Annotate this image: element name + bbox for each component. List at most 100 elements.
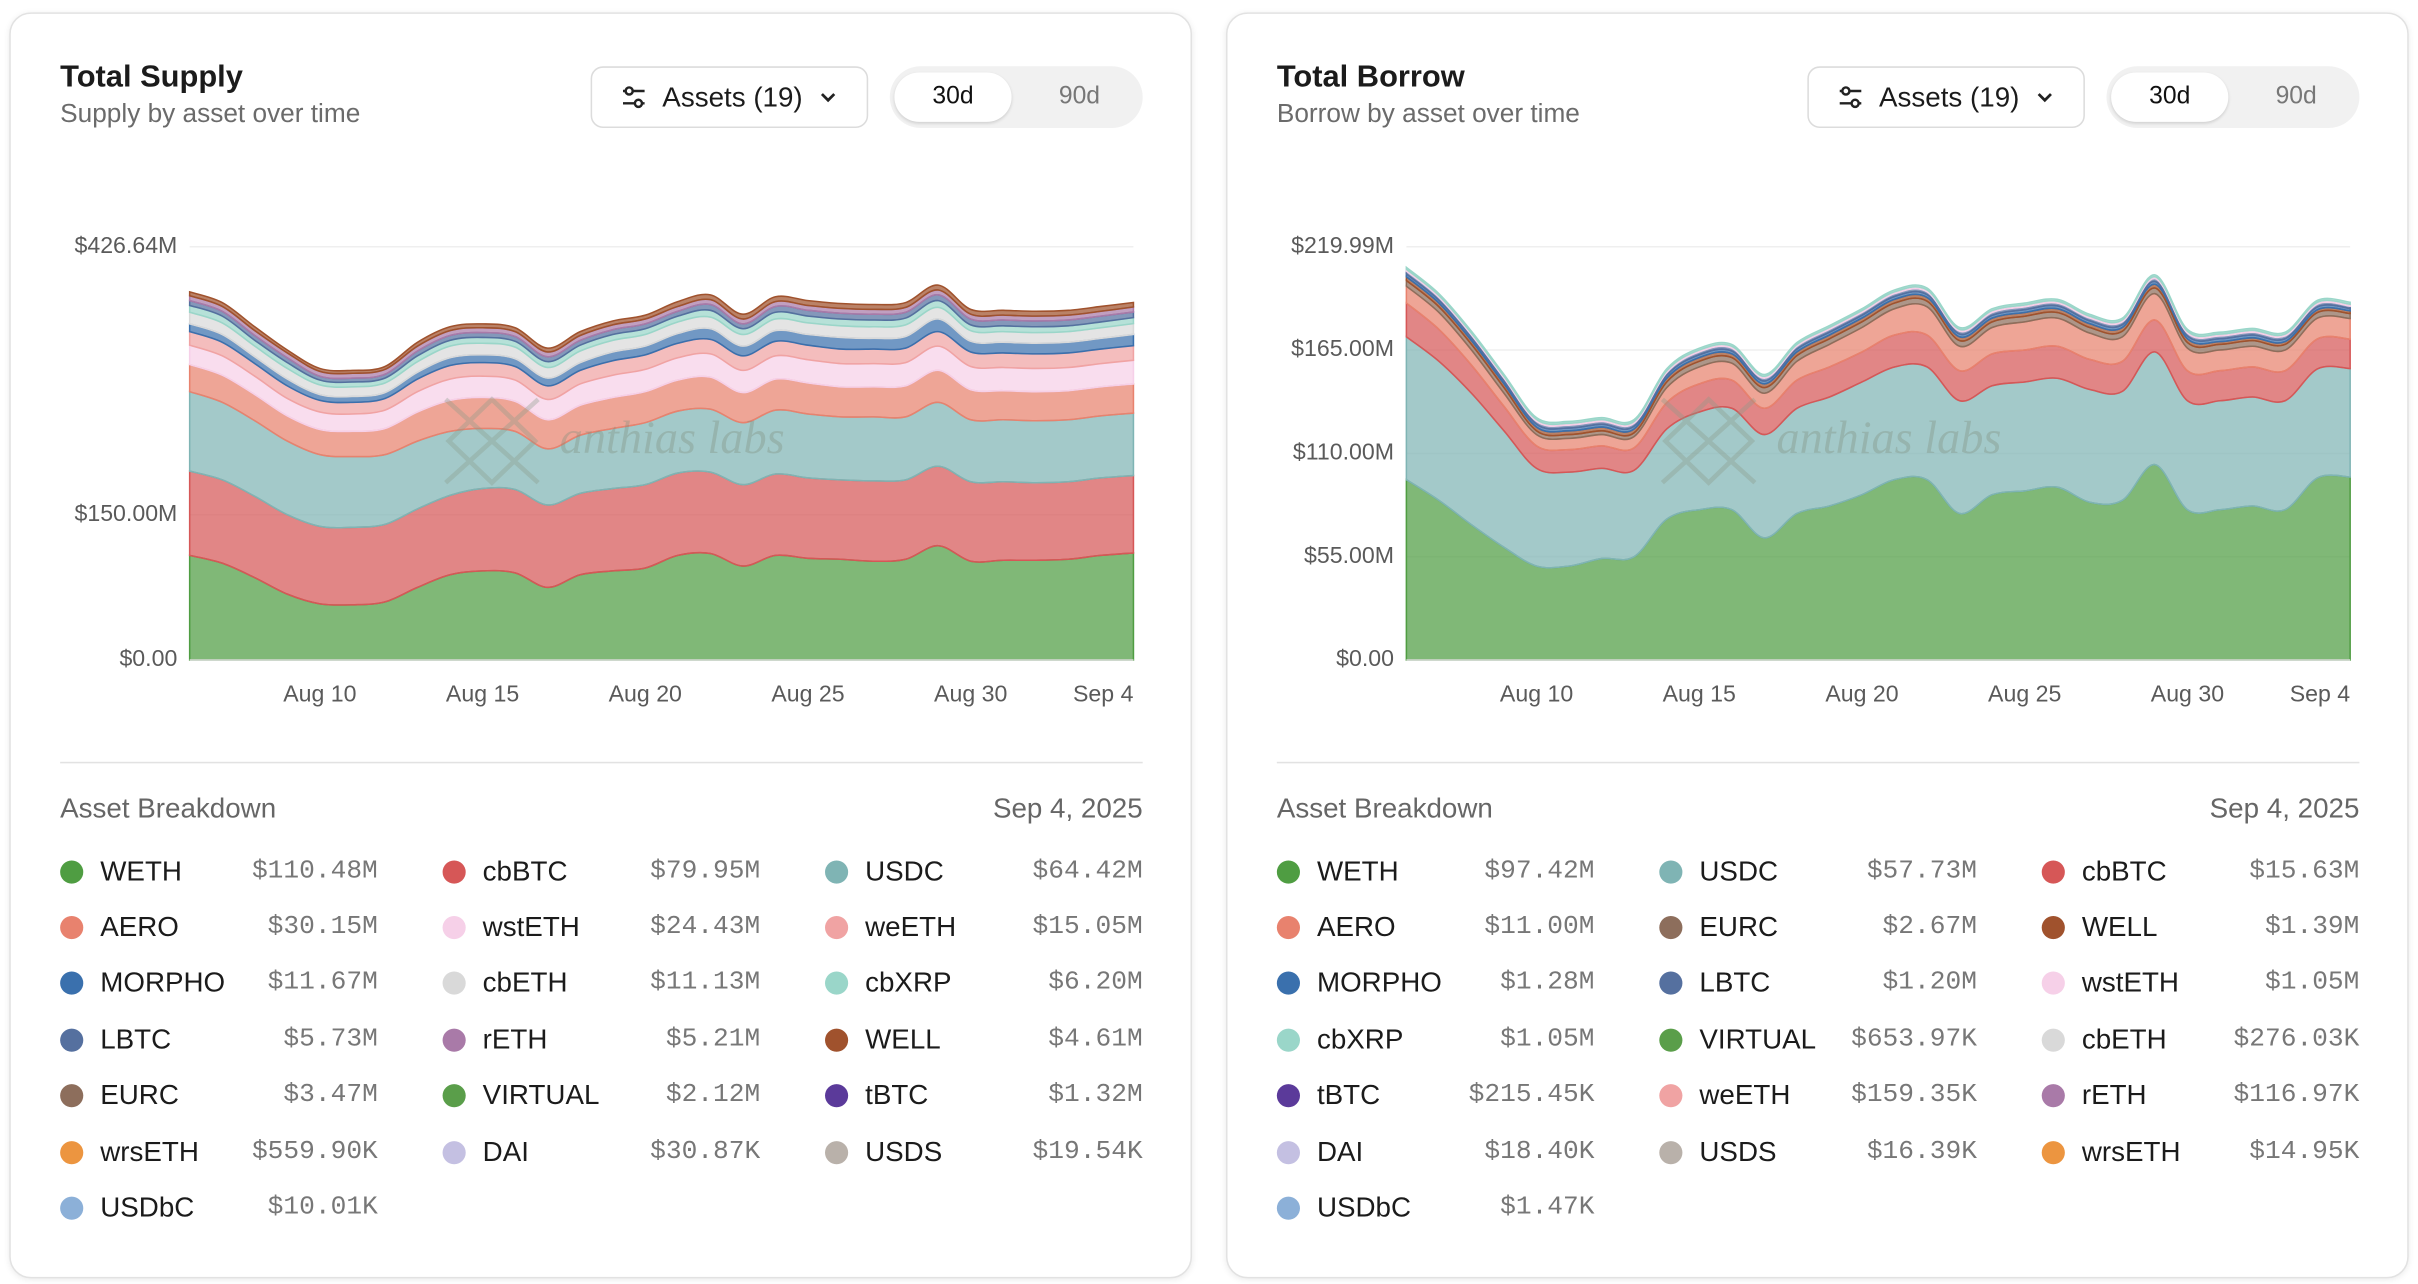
asset-dot — [1659, 1140, 1683, 1164]
x-tick-label: Aug 15 — [446, 681, 519, 707]
asset-name: VIRTUAL — [482, 1079, 600, 1111]
asset-name: rETH — [482, 1023, 548, 1055]
asset-dot — [825, 971, 849, 996]
x-tick-label: Aug 30 — [2151, 681, 2224, 707]
asset-value: $11.13M — [650, 968, 761, 999]
asset-row: EURC $3.47M — [60, 1077, 378, 1114]
asset-row: wrsETH $559.90K — [60, 1133, 378, 1170]
asset-dot — [442, 971, 466, 996]
asset-name: LBTC — [100, 1023, 172, 1055]
asset-name: USDS — [865, 1135, 943, 1167]
asset-row: wstETH $1.05M — [2041, 965, 2359, 1002]
y-tick-label: $0.00 — [1336, 645, 1394, 671]
chart: $0.00 $55.00M $110.00M $165.00M $219.99M Aug … — [1291, 232, 2351, 707]
watermark: anthias labs — [1660, 396, 2001, 486]
range-option[interactable]: 30d — [894, 72, 1012, 122]
asset-value: $559.90K — [251, 1137, 378, 1167]
card-title: Total Supply — [60, 60, 243, 95]
asset-row: MORPHO $1.28M — [1276, 965, 1595, 1002]
y-tick-label: $150.00M — [74, 500, 177, 526]
chevron — [2036, 93, 2052, 103]
asset-value: $5.21M — [665, 1025, 761, 1055]
asset-value: $30.15M — [267, 912, 378, 943]
asset-row: tBTC $215.45K — [1276, 1077, 1595, 1114]
asset-row: WELL $4.61M — [825, 1021, 1143, 1058]
asset-name: DAI — [1316, 1135, 1364, 1167]
range-option[interactable]: 90d — [2275, 83, 2317, 110]
asset-name: cbXRP — [1316, 1023, 1404, 1055]
areas — [1405, 265, 2351, 661]
asset-dot — [1276, 971, 1300, 996]
borrow-card: Total Borrow Borrow by asset over time Ass… — [1225, 12, 2409, 1279]
watermark-text: anthias labs — [1776, 413, 2001, 464]
asset-dot — [60, 1084, 84, 1108]
asset-dot — [60, 1140, 84, 1164]
asset-value: $24.43M — [650, 912, 761, 943]
asset-dot — [1276, 859, 1300, 883]
asset-name: USDC — [1699, 855, 1779, 886]
asset-value: $10.01K — [267, 1193, 378, 1223]
asset-row: WELL $1.39M — [2041, 909, 2359, 946]
asset-value: $18.40K — [1484, 1137, 1595, 1167]
assets-button[interactable]: Assets (19) — [590, 66, 869, 128]
watermark-text: anthias labs — [560, 413, 785, 464]
breakdown-date: Sep 4, 2025 — [992, 792, 1143, 824]
asset-value: $4.61M — [1048, 1025, 1143, 1055]
y-tick-label: $219.99M — [1291, 232, 1394, 258]
asset-dot — [2041, 1084, 2065, 1108]
asset-dot — [2041, 859, 2065, 883]
asset-row: cbXRP $6.20M — [825, 965, 1143, 1002]
asset-dot — [825, 1028, 849, 1052]
x-tick-label: Aug 10 — [283, 681, 356, 707]
asset-name: WELL — [2081, 911, 2158, 943]
asset-value: $215.45K — [1468, 1081, 1595, 1111]
asset-value: $19.54K — [1032, 1137, 1143, 1167]
range-option[interactable]: 30d — [2111, 72, 2229, 122]
asset-dot — [1659, 971, 1683, 996]
x-tick-label: Sep 4 — [2290, 681, 2351, 707]
asset-value: $3.47M — [283, 1081, 378, 1111]
asset-value: $1.05M — [1500, 1025, 1595, 1055]
x-tick-label: Aug 20 — [1825, 681, 1898, 707]
asset-row: weETH $15.05M — [825, 909, 1143, 946]
asset-row: USDbC $10.01K — [60, 1190, 378, 1227]
asset-name: EURC — [100, 1079, 179, 1111]
area — [188, 284, 1135, 375]
asset-row: cbBTC $15.63M — [2041, 853, 2359, 890]
y-tick-label: $0.00 — [119, 645, 177, 671]
range-option[interactable]: 90d — [1058, 83, 1101, 110]
divider — [60, 761, 1143, 764]
asset-dot — [60, 971, 84, 996]
range-toggle: 30d 90d — [889, 66, 1143, 128]
asset-name: DAI — [482, 1135, 529, 1167]
asset-row: weETH $159.35K — [1659, 1077, 1977, 1114]
asset-row: USDS $16.39K — [1659, 1133, 1977, 1170]
asset-name: wrsETH — [2081, 1135, 2181, 1167]
x-tick-label: Aug 10 — [1500, 681, 1573, 707]
asset-name: tBTC — [865, 1079, 929, 1111]
asset-value: $6.20M — [1048, 968, 1143, 999]
asset-value: $276.03K — [2233, 1025, 2360, 1055]
asset-row: EURC $2.67M — [1659, 909, 1977, 946]
asset-row: DAI $18.40K — [1276, 1133, 1595, 1170]
assets-label: Assets (19) — [1879, 80, 2020, 112]
asset-dot — [825, 1084, 849, 1108]
asset-value: $1.20M — [1882, 968, 1977, 999]
asset-row: cbXRP $1.05M — [1276, 1021, 1595, 1058]
asset-value: $79.95M — [650, 856, 761, 886]
asset-value: $11.67M — [267, 968, 378, 999]
asset-name: USDbC — [100, 1191, 195, 1223]
asset-dot — [1659, 859, 1683, 883]
asset-dot — [442, 1140, 466, 1164]
asset-row: cbETH $276.03K — [2041, 1021, 2360, 1058]
asset-name: cbBTC — [482, 855, 568, 886]
asset-dot — [825, 859, 849, 883]
assets-button[interactable]: Assets (19) — [1807, 66, 2085, 128]
asset-name: MORPHO — [1316, 967, 1442, 999]
asset-row: USDS $19.54K — [825, 1133, 1143, 1170]
asset-value: $57.73M — [1866, 856, 1977, 886]
asset-value: $1.47K — [1500, 1193, 1595, 1223]
chevron — [820, 93, 835, 103]
asset-dot — [1276, 915, 1300, 939]
x-tick-label: Aug 15 — [1663, 681, 1736, 707]
